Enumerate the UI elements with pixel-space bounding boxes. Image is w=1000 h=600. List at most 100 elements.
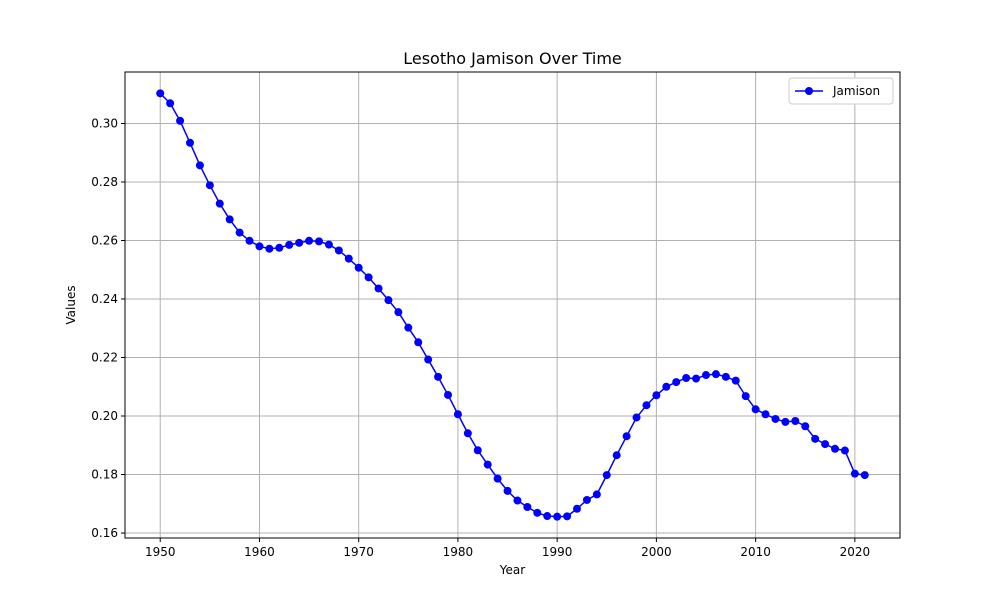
data-point	[414, 338, 423, 347]
data-point	[295, 238, 304, 247]
data-point	[682, 373, 691, 382]
data-point	[195, 161, 204, 170]
data-point	[563, 512, 572, 521]
data-point	[612, 451, 621, 460]
data-point	[156, 89, 165, 98]
chart-title: Lesotho Jamison Over Time	[403, 49, 622, 68]
data-point	[702, 371, 711, 380]
data-point	[324, 240, 333, 249]
data-point	[434, 372, 443, 381]
data-point	[731, 376, 740, 385]
data-point	[592, 490, 601, 499]
data-point	[672, 378, 681, 387]
data-point	[622, 432, 631, 441]
data-point	[275, 243, 284, 252]
series-layer	[156, 89, 869, 521]
data-point	[761, 410, 770, 419]
data-point	[791, 416, 800, 425]
data-point	[741, 392, 750, 401]
data-point	[781, 417, 790, 426]
data-point	[711, 370, 720, 379]
y-tick-label: 0.30	[91, 116, 118, 130]
data-point	[354, 263, 363, 272]
data-point	[513, 496, 522, 505]
data-point	[443, 390, 452, 399]
y-tick-label: 0.16	[91, 526, 118, 540]
data-point	[840, 446, 849, 455]
data-point	[602, 471, 611, 480]
data-point	[632, 413, 641, 422]
data-point	[652, 391, 661, 400]
y-tick-label: 0.26	[91, 233, 118, 247]
data-point	[185, 138, 194, 147]
data-point	[285, 240, 294, 249]
y-tick-label: 0.22	[91, 351, 118, 365]
y-axis: 0.16 0.18 0.20 0.22 0.24 0.26 0.28 0.30	[91, 116, 125, 540]
data-point	[374, 284, 383, 293]
data-point	[483, 460, 492, 469]
data-point	[582, 495, 591, 504]
data-point	[453, 410, 462, 419]
data-point	[811, 434, 820, 443]
data-point	[364, 273, 373, 282]
data-point	[334, 246, 343, 255]
data-point	[384, 296, 393, 305]
x-tick-label: 1950	[145, 545, 176, 559]
x-tick-label: 2020	[840, 545, 871, 559]
legend-entry-jamison: Jamison	[832, 84, 880, 98]
data-point	[235, 228, 244, 237]
data-point	[771, 414, 780, 423]
y-tick-label: 0.20	[91, 409, 118, 423]
data-point	[821, 440, 830, 449]
legend: Jamison	[788, 77, 894, 105]
x-tick-label: 1960	[244, 545, 275, 559]
data-point	[394, 308, 403, 317]
data-point	[533, 508, 542, 517]
data-point	[831, 444, 840, 453]
data-point	[543, 512, 552, 521]
data-point	[573, 504, 582, 513]
data-point	[463, 429, 472, 438]
data-point	[344, 254, 353, 263]
y-tick-label: 0.28	[91, 175, 118, 189]
data-point	[166, 99, 175, 108]
data-point	[850, 469, 859, 478]
x-axis-label: Year	[499, 563, 525, 577]
data-point	[662, 382, 671, 391]
data-point	[225, 215, 234, 224]
data-point	[265, 244, 274, 253]
data-point	[305, 236, 314, 245]
data-point	[424, 355, 433, 364]
data-point	[751, 405, 760, 414]
x-axis: 1950 1960 1970 1980 1990 2000 2010 2020	[145, 538, 870, 559]
data-point	[215, 199, 224, 208]
data-point	[721, 372, 730, 381]
x-tick-label: 1970	[343, 545, 374, 559]
y-axis-label: Values	[64, 285, 78, 324]
data-point	[404, 323, 413, 332]
data-point	[503, 486, 512, 495]
data-point	[245, 236, 254, 245]
x-tick-label: 2000	[641, 545, 672, 559]
legend-marker-sample	[805, 87, 813, 95]
x-tick-label: 2010	[740, 545, 771, 559]
data-point	[205, 181, 214, 190]
data-point	[255, 242, 264, 251]
data-point	[493, 474, 502, 483]
legend-box	[788, 77, 894, 105]
x-tick-label: 1980	[443, 545, 474, 559]
y-tick-label: 0.24	[91, 292, 118, 306]
plot-frame	[124, 71, 901, 539]
data-point	[314, 237, 323, 246]
data-point	[523, 502, 532, 511]
data-point	[801, 422, 810, 431]
x-tick-label: 1990	[542, 545, 573, 559]
y-tick-label: 0.18	[91, 468, 118, 482]
data-point	[642, 401, 651, 410]
data-point	[553, 512, 562, 521]
data-point	[860, 471, 869, 480]
data-point	[176, 116, 185, 125]
data-point	[692, 374, 701, 383]
data-point	[473, 446, 482, 455]
